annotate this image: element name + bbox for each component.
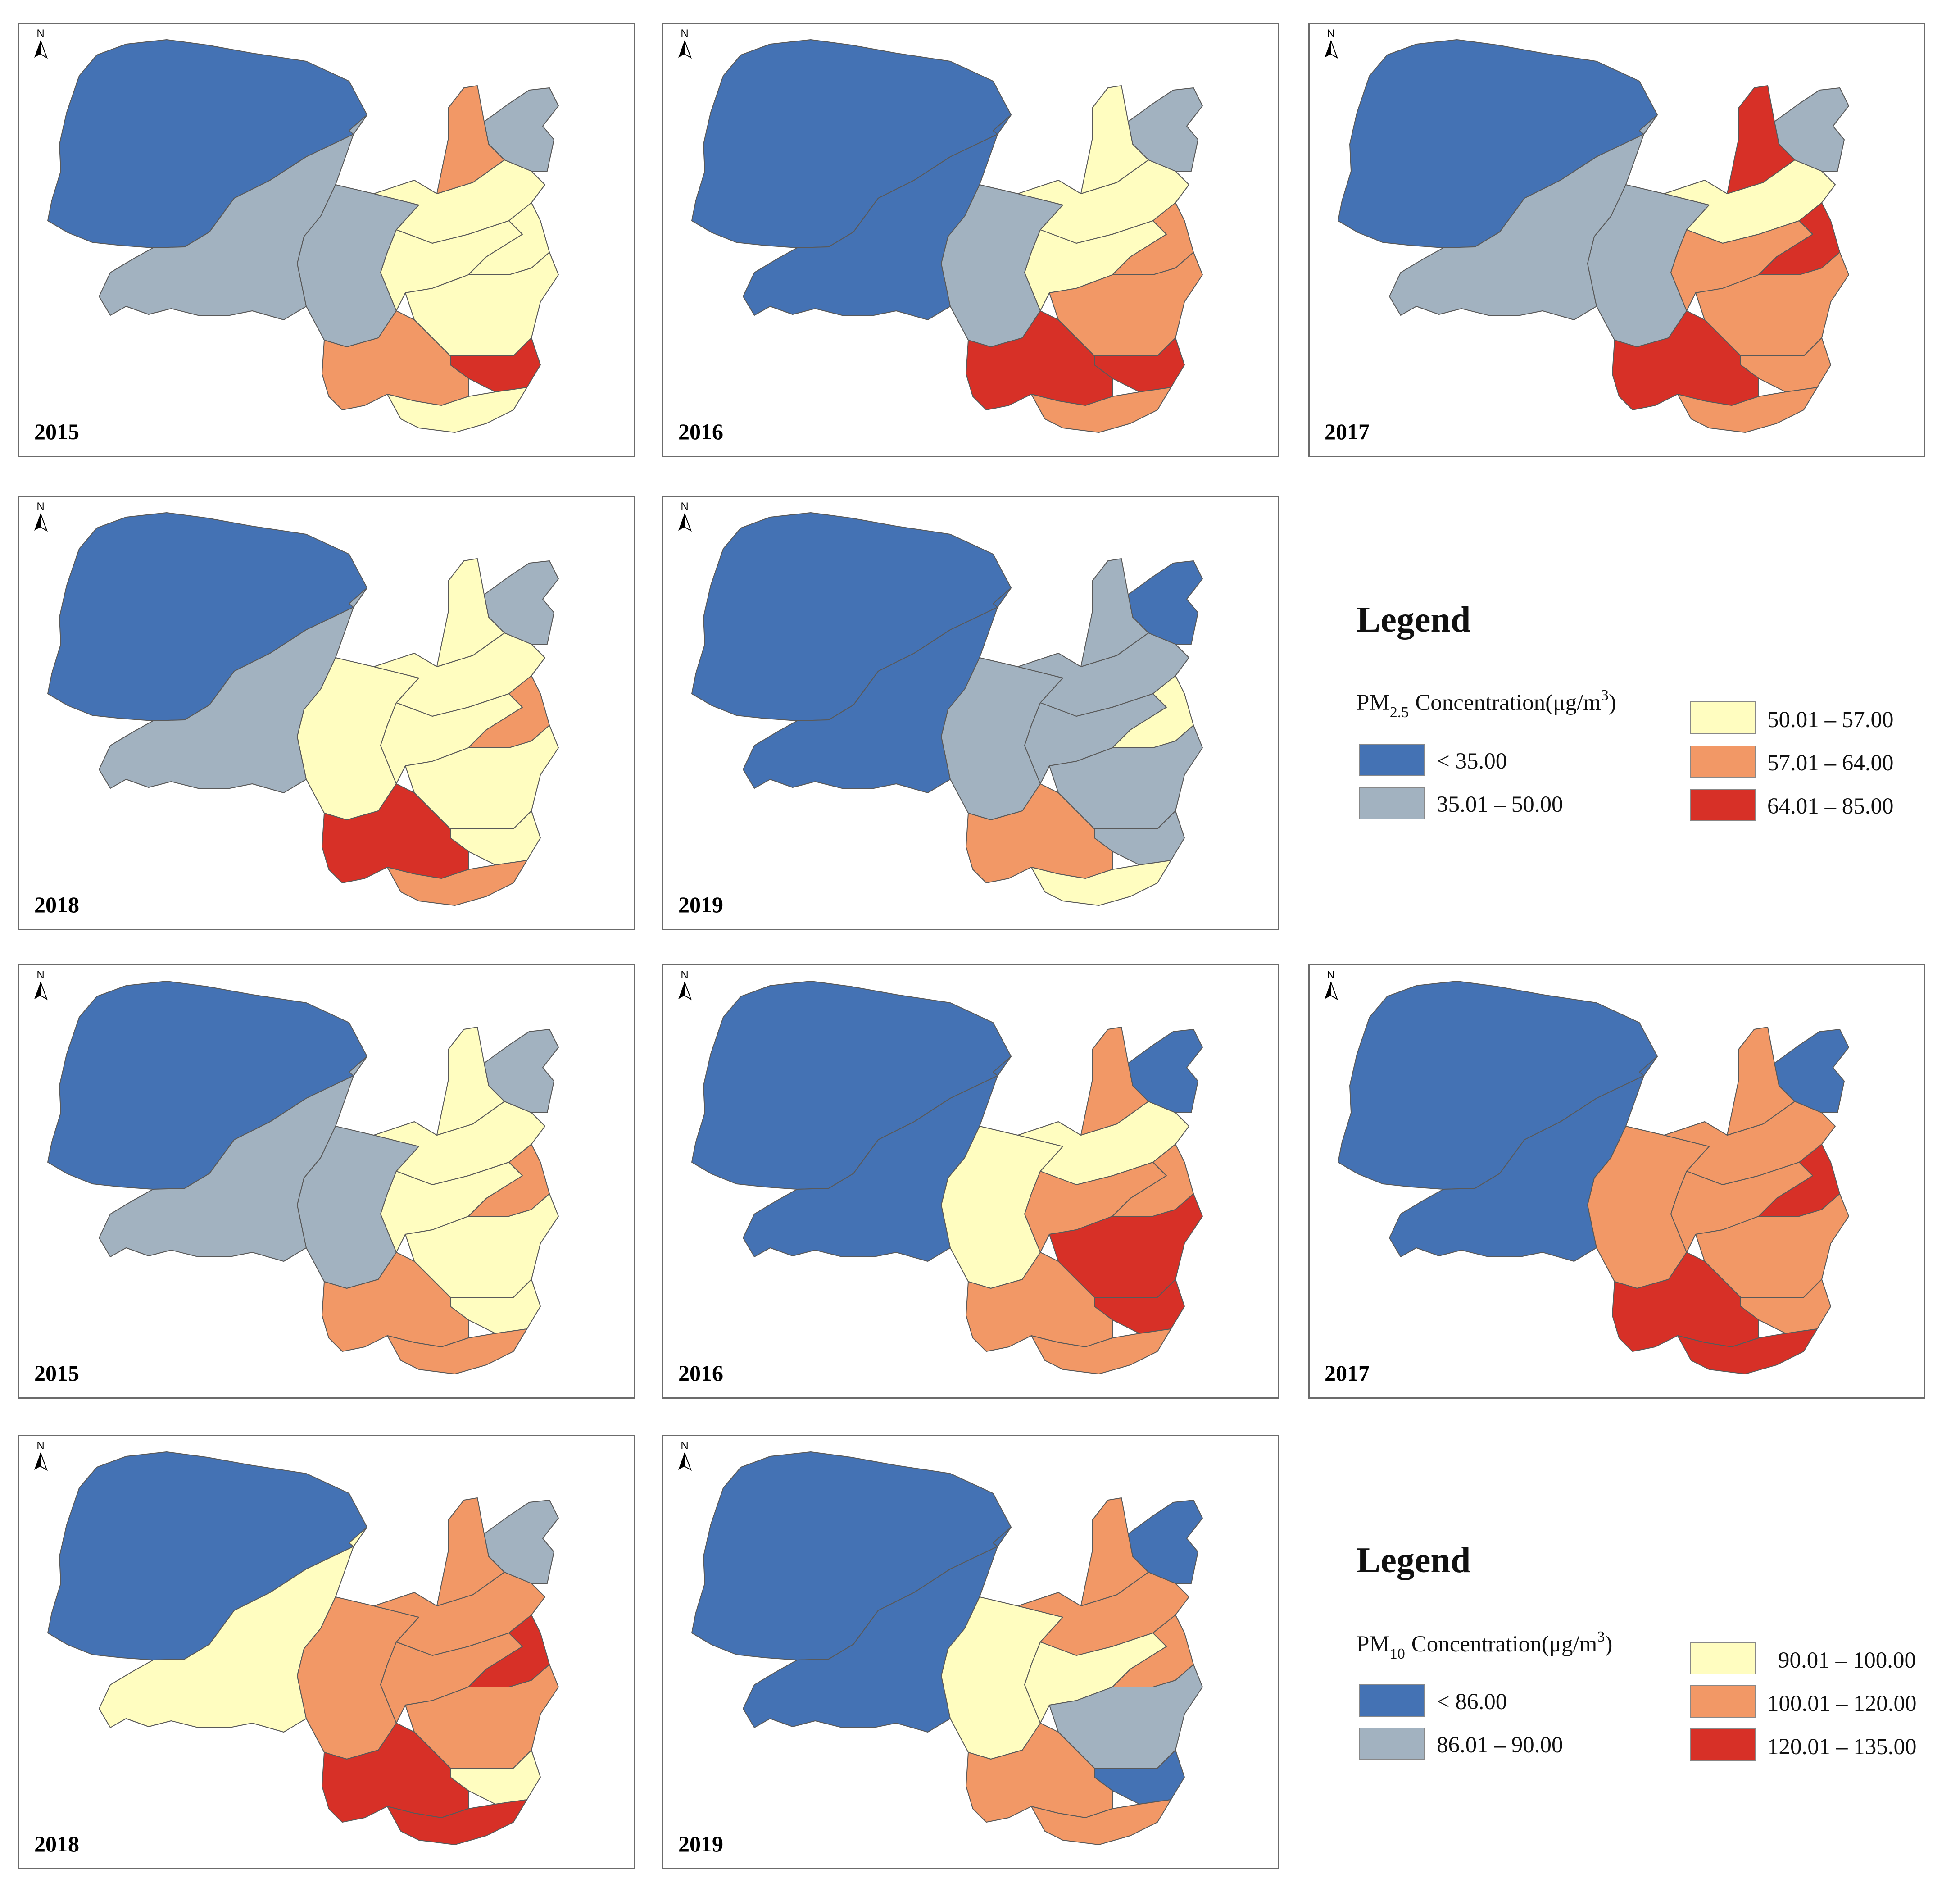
region-group <box>47 981 559 1374</box>
region-r12 <box>1677 1328 1818 1374</box>
region-r6 <box>436 558 505 667</box>
panel-year-label: 2017 <box>1325 419 1370 444</box>
region-r11 <box>322 1252 469 1352</box>
north-label: N <box>681 27 688 40</box>
north-arrow-icon: N <box>34 969 48 1001</box>
region-r12 <box>1031 1799 1171 1845</box>
region-r11 <box>1612 1252 1759 1352</box>
panel-year-label: 2015 <box>34 1360 79 1386</box>
north-label: N <box>1327 969 1334 981</box>
panel-year-label: 2019 <box>678 892 723 917</box>
pm10-map-panel-2018: N 2018 <box>18 1435 635 1869</box>
region-r2 <box>99 114 368 320</box>
north-arrow-icon: N <box>678 27 692 59</box>
pm25-map-panel-2017: N 2017 <box>1308 23 1925 457</box>
pm10-map-panel-2017: N 2017 <box>1308 964 1925 1399</box>
north-arrow-icon: N <box>34 1440 48 1471</box>
region-r2 <box>743 587 1012 793</box>
region-r12 <box>387 1799 527 1845</box>
pm25-map-panel-2019: N 2019 <box>662 496 1279 930</box>
panel-year-label: 2016 <box>678 419 723 444</box>
region-r11 <box>322 310 469 410</box>
north-arrow-icon: N <box>1325 969 1338 1001</box>
region-r2 <box>99 1056 368 1262</box>
region-r6 <box>1727 85 1795 194</box>
region-r2 <box>1389 1056 1658 1262</box>
region-group <box>1338 981 1849 1374</box>
region-r6 <box>1080 1027 1149 1136</box>
region-group <box>47 512 559 906</box>
region-r12 <box>387 860 527 906</box>
region-group <box>691 981 1203 1374</box>
region-group <box>1338 39 1849 433</box>
region-r2 <box>743 114 1012 320</box>
panel-year-label: 2016 <box>678 1360 723 1386</box>
region-r11 <box>322 1723 469 1823</box>
region-r12 <box>387 1328 527 1374</box>
region-group <box>691 512 1203 906</box>
north-arrow-icon: N <box>34 27 48 59</box>
pm25-map-panel-2015: N 2015 <box>18 23 635 457</box>
north-arrow-icon: N <box>678 1440 692 1471</box>
region-r6 <box>436 1027 505 1136</box>
region-r12 <box>1677 387 1818 433</box>
region-r6 <box>1080 85 1149 194</box>
north-label: N <box>36 27 44 40</box>
panel-year-label: 2018 <box>34 892 79 917</box>
region-r6 <box>1727 1027 1795 1136</box>
region-r6 <box>1080 1497 1149 1606</box>
north-label: N <box>36 969 44 981</box>
region-r11 <box>966 310 1113 410</box>
panel-year-label: 2015 <box>34 419 79 444</box>
panel-year-label: 2017 <box>1325 1360 1370 1386</box>
pm10-map-panel-2019: N 2019 <box>662 1435 1279 1869</box>
north-label: N <box>681 500 688 513</box>
region-group <box>47 39 559 433</box>
region-r2 <box>1389 114 1658 320</box>
region-group <box>691 39 1203 433</box>
region-r11 <box>966 1252 1113 1352</box>
region-r2 <box>743 1527 1012 1733</box>
region-group <box>691 1451 1203 1845</box>
region-r12 <box>1031 860 1171 906</box>
north-label: N <box>681 969 688 981</box>
pm10-map-panel-2015: N 2015 <box>18 964 635 1399</box>
region-r11 <box>1612 310 1759 410</box>
region-r2 <box>743 1056 1012 1262</box>
north-arrow-icon: N <box>678 500 692 532</box>
region-r11 <box>966 1723 1113 1823</box>
north-arrow-icon: N <box>34 500 48 532</box>
north-label: N <box>36 1440 44 1452</box>
panel-year-label: 2018 <box>34 1831 79 1856</box>
region-r2 <box>99 1527 368 1733</box>
region-group <box>47 1451 559 1845</box>
region-r6 <box>436 85 505 194</box>
panel-year-label: 2019 <box>678 1831 723 1856</box>
region-r12 <box>1031 1328 1171 1374</box>
north-label: N <box>1327 27 1334 40</box>
north-arrow-icon: N <box>678 969 692 1001</box>
region-r12 <box>387 387 527 433</box>
north-arrow-icon: N <box>1325 27 1338 59</box>
north-label: N <box>681 1440 688 1452</box>
pm25-map-panel-2016: N 2016 <box>662 23 1279 457</box>
region-r11 <box>966 783 1113 883</box>
pm10-map-panel-2016: N 2016 <box>662 964 1279 1399</box>
region-r12 <box>1031 387 1171 433</box>
pm25-map-panel-2018: N 2018 <box>18 496 635 930</box>
region-r2 <box>99 587 368 793</box>
region-r11 <box>322 783 469 883</box>
north-label: N <box>36 500 44 513</box>
region-r6 <box>1080 558 1149 667</box>
region-r6 <box>436 1497 505 1606</box>
